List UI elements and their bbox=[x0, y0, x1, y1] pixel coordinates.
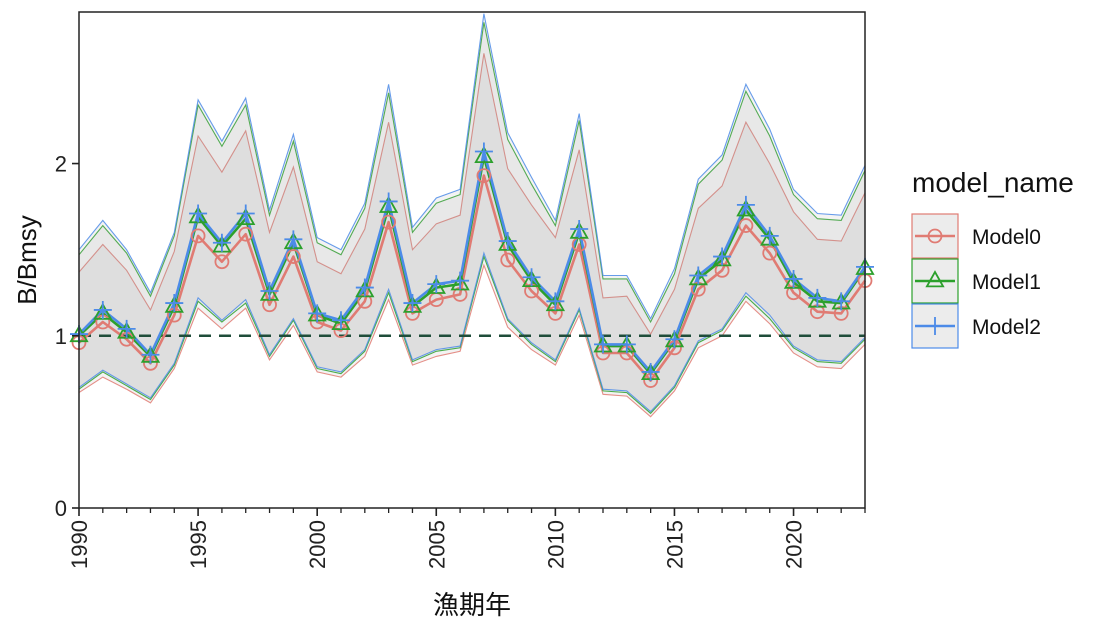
data-point-model2 bbox=[117, 319, 136, 338]
data-point-model2 bbox=[165, 294, 184, 313]
series-line-model0 bbox=[78, 174, 867, 382]
data-point-model2 bbox=[236, 204, 255, 223]
legend-label: Model2 bbox=[972, 316, 1041, 339]
data-point-model2 bbox=[736, 195, 755, 214]
data-point-model2 bbox=[665, 330, 684, 349]
data-point-model2 bbox=[332, 311, 350, 330]
data-point-model2 bbox=[760, 226, 779, 245]
data-point-model2 bbox=[141, 345, 160, 364]
data-point-model0 bbox=[214, 254, 230, 270]
data-point-model2 bbox=[284, 230, 303, 249]
x-tick-label: 2015 bbox=[662, 520, 687, 569]
data-point-model2 bbox=[427, 275, 446, 294]
data-point-model2 bbox=[474, 142, 493, 161]
x-tick-label: 2000 bbox=[305, 520, 330, 569]
data-point-model2 bbox=[93, 300, 112, 319]
legend-item-model0: Model0 bbox=[911, 213, 1041, 259]
data-point-model2 bbox=[713, 247, 732, 266]
data-point-model2 bbox=[189, 204, 208, 223]
data-point-model1 bbox=[736, 199, 756, 217]
series-markers bbox=[69, 142, 875, 388]
legend-item-model2: Model2 bbox=[911, 303, 1041, 349]
data-point-model1 bbox=[378, 195, 399, 213]
data-point-model0 bbox=[476, 168, 492, 184]
legend-key-marker bbox=[926, 317, 944, 335]
legend-key-marker bbox=[927, 228, 943, 244]
x-axis-title: 漁期年 bbox=[433, 590, 511, 620]
lower-bound-line-model0 bbox=[78, 263, 866, 418]
x-tick-label: 2020 bbox=[782, 520, 807, 569]
data-point-model0 bbox=[738, 218, 754, 233]
data-point-model2 bbox=[355, 278, 374, 297]
data-point-model2 bbox=[784, 269, 803, 288]
data-point-model0 bbox=[500, 252, 516, 268]
data-point-model2 bbox=[689, 266, 708, 285]
data-point-model2 bbox=[570, 220, 589, 238]
y-tick-label: 1 bbox=[55, 324, 67, 349]
data-point-model2 bbox=[379, 192, 398, 211]
data-point-model0 bbox=[285, 249, 301, 264]
data-point-model1 bbox=[236, 207, 256, 226]
data-point-model2 bbox=[617, 335, 636, 354]
data-point-model2 bbox=[832, 292, 851, 311]
legend-key-marker bbox=[925, 270, 945, 288]
series-lines bbox=[78, 150, 867, 382]
data-point-model2 bbox=[260, 282, 279, 300]
data-point-model2 bbox=[641, 362, 660, 381]
data-point-model2 bbox=[808, 288, 827, 307]
x-tick-label: 1995 bbox=[186, 520, 211, 569]
series-line-model2 bbox=[78, 150, 867, 374]
y-axis-title: B/Bmsy bbox=[12, 215, 42, 305]
lower-bound-line-model2 bbox=[78, 251, 866, 413]
legend-item-model1: Model1 bbox=[911, 258, 1041, 304]
x-axis: 1990 1995 2000 2005 2010 2015 2020 bbox=[67, 508, 866, 569]
plot-panel-border bbox=[78, 11, 866, 509]
data-point-model2 bbox=[522, 268, 541, 287]
data-point-model2 bbox=[594, 335, 612, 354]
data-point-model2 bbox=[403, 294, 422, 313]
legend-title: model_name bbox=[912, 167, 1074, 198]
data-point-model0 bbox=[381, 214, 397, 230]
lower-bound-line-model1 bbox=[78, 254, 866, 415]
data-point-model2 bbox=[546, 292, 565, 311]
data-point-model1 bbox=[474, 145, 494, 164]
upper-bound-line-model2 bbox=[78, 13, 866, 320]
legend-label: Model0 bbox=[972, 226, 1041, 249]
y-axis: 0 1 2 bbox=[55, 152, 79, 521]
data-point-model0 bbox=[762, 245, 778, 261]
data-point-model2 bbox=[451, 271, 470, 290]
y-tick-label: 2 bbox=[55, 152, 67, 177]
upper-bound-line-model1 bbox=[78, 22, 866, 324]
y-tick-label: 0 bbox=[55, 496, 67, 521]
data-point-model2 bbox=[308, 304, 327, 323]
x-tick-label: 2010 bbox=[543, 520, 568, 569]
data-point-model0 bbox=[238, 226, 254, 242]
legend: model_name Model0 Model1 Model2 bbox=[911, 167, 1074, 349]
x-tick-label: 1990 bbox=[67, 520, 92, 569]
data-point-model0 bbox=[190, 228, 206, 244]
x-tick-label: 2005 bbox=[424, 520, 449, 569]
data-point-model2 bbox=[212, 233, 231, 252]
legend-label: Model1 bbox=[972, 271, 1041, 294]
data-point-model2 bbox=[498, 232, 517, 251]
upper-bound-line-model0 bbox=[78, 53, 866, 336]
